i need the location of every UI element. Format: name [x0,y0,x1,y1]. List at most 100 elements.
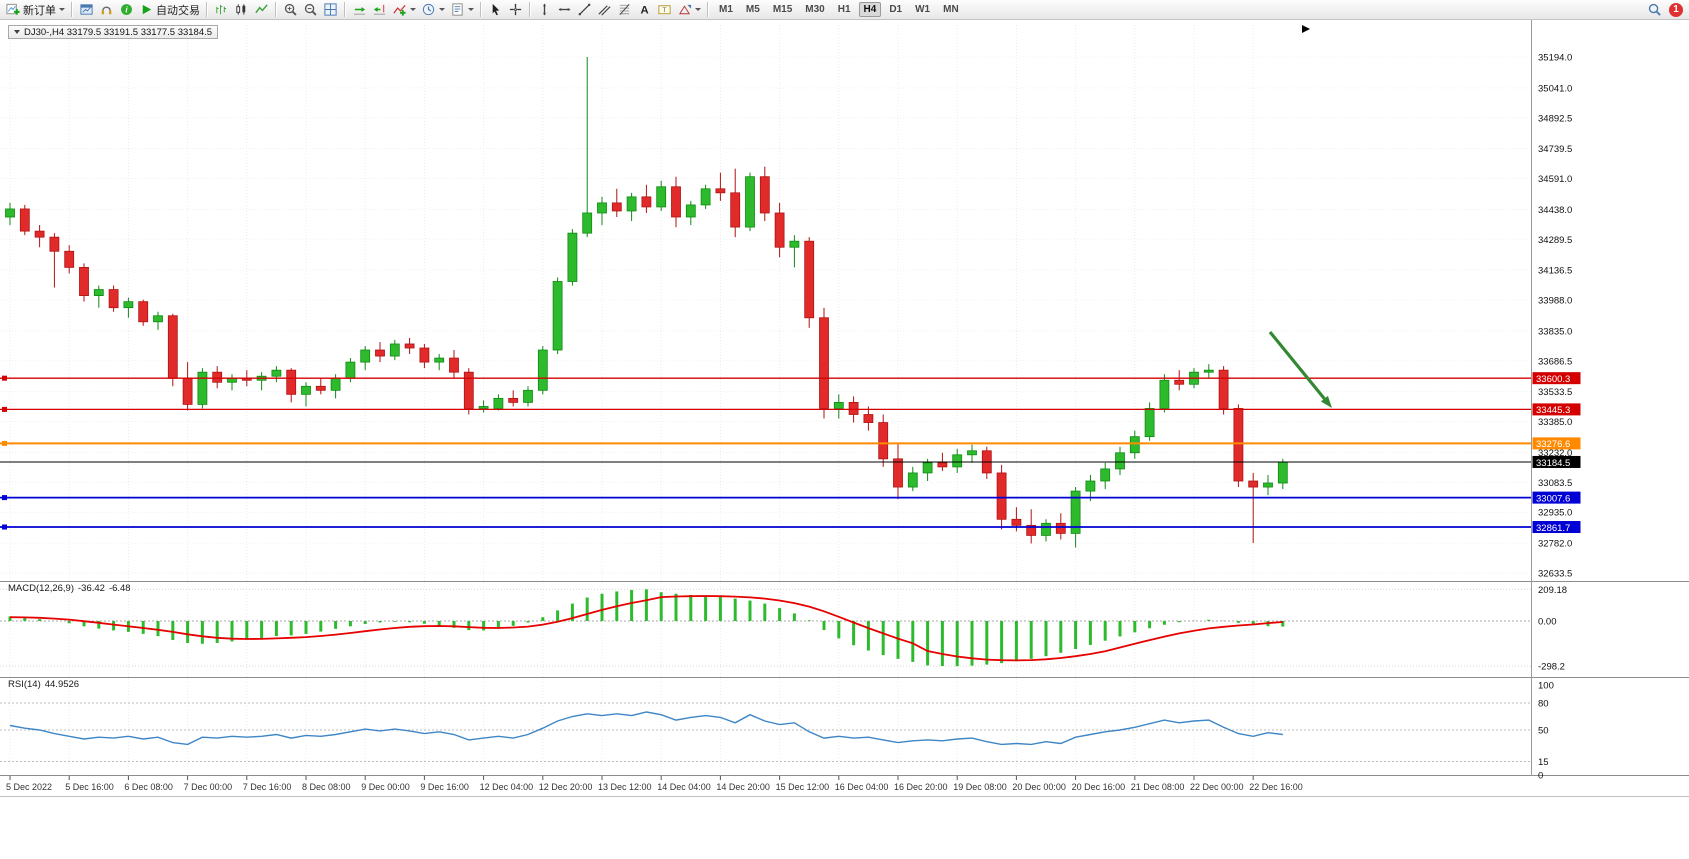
crosshair-button[interactable] [506,1,525,18]
grid-lines [0,25,1531,775]
indicators-button[interactable] [390,1,418,18]
timeframe-m1-button[interactable]: M1 [719,4,733,15]
collapse-icon [14,30,20,34]
template-icon [450,2,465,17]
text-label-icon: T [657,2,672,17]
bar-chart-button[interactable] [212,1,231,18]
price-axis-label: 33835.0 [1538,326,1572,337]
support-line-2-handle[interactable] [2,524,7,530]
chart-shift-marker[interactable] [1302,25,1310,33]
horizontal-line-button[interactable] [555,1,574,18]
templates-button[interactable] [448,1,476,18]
auto-trading-button[interactable]: 自动交易 [137,1,202,18]
price-axis-label: 35194.0 [1538,53,1572,64]
chart-window-button[interactable] [77,1,96,18]
tile-windows-button[interactable] [321,1,340,18]
toolbar-separator [275,2,277,17]
time-axis[interactable]: 5 Dec 2022 5 Dec 16:00 6 Dec 08:00 7 Dec 00… [6,776,1303,792]
text-icon: A [637,2,652,17]
trend-arrow[interactable] [1268,330,1332,408]
timeframe-mn-button[interactable]: MN [943,4,959,15]
rsi-axis-label: 50 [1538,726,1549,737]
chart-shift-button[interactable] [370,1,389,18]
resistance-line-1-handle[interactable] [2,375,7,381]
svg-text:i: i [125,5,128,14]
chart-canvas[interactable]: 35194.0 35041.0 34892.5 34739.5 34591.0 34438… [0,20,1689,859]
timeframe-d1-button[interactable]: D1 [889,4,903,15]
resistance-line-1-badge[interactable] [1532,372,1581,385]
price-axis[interactable]: 35194.0 35041.0 34892.5 34739.5 34591.0 34438… [1532,53,1581,782]
price-axis-label: 33083.5 [1538,478,1572,489]
dropdown-arrow-icon [468,8,474,11]
dropdown-arrow-icon [695,8,701,11]
macd-axis-label: 209.18 [1538,585,1567,596]
support-button[interactable] [97,1,116,18]
cursor-icon [488,2,503,17]
pivot-line-handle[interactable] [2,440,7,446]
rsi-label: RSI(14) 44.9526 [8,679,83,690]
timeframe-m15-button[interactable]: M15 [772,4,793,15]
new-order-icon [6,2,21,17]
rsi-value: 44.9526 [44,679,80,690]
text-button[interactable]: A [635,1,654,18]
vertical-line-button[interactable] [535,1,554,18]
new-order-button[interactable]: 新订单 [4,1,67,18]
info-button[interactable]: i [117,1,136,18]
notification-badge[interactable]: 1 [1669,2,1683,17]
fibonacci-icon [617,2,632,17]
periods-button[interactable] [419,1,447,18]
main-toolbar: 新订单 i 自动交易 A T M1 M5 M15 M30 H1 H4 D1 W1 MN 1 [0,0,1689,20]
toolbar-separator [71,2,73,17]
time-axis-label: 16 Dec 20:00 [894,782,948,792]
cursor-button[interactable] [486,1,505,18]
fibonacci-button[interactable] [615,1,634,18]
pivot-line-badge-text: 33276.6 [1536,439,1570,450]
search-icon [1647,2,1662,17]
support-line-1-handle[interactable] [2,495,7,501]
support-line-2-badge[interactable] [1532,521,1581,534]
toolbar-separator [206,2,208,17]
trendline-icon [577,2,592,17]
timeframe-h4-button[interactable]: H4 [858,2,882,17]
timeframe-w1-button[interactable]: W1 [915,4,931,15]
search-button[interactable] [1645,1,1664,18]
rsi-axis-label: 15 [1538,757,1549,768]
price-axis-label: 34136.5 [1538,266,1572,277]
zoom-out-button[interactable] [301,1,320,18]
time-axis-label: 19 Dec 08:00 [953,782,1007,792]
play-icon [139,2,154,17]
time-axis-label: 14 Dec 20:00 [716,782,770,792]
time-axis-label: 9 Dec 00:00 [361,782,410,792]
candle-chart-button[interactable] [232,1,251,18]
chart-title-box[interactable]: DJ30-,H4 33179.5 33191.5 33177.5 33184.5 [8,25,219,39]
resistance-line-2-handle[interactable] [2,406,7,412]
time-axis-label: 6 Dec 08:00 [124,782,173,792]
resistance-line-2-badge[interactable] [1532,403,1581,416]
zoom-in-button[interactable] [281,1,300,18]
channel-button[interactable] [595,1,614,18]
timeframe-m5-button[interactable]: M5 [745,4,760,15]
price-axis-label: 33533.5 [1538,387,1572,398]
price-axis-label: 33686.5 [1538,356,1572,367]
support-line-2-badge-text: 32861.7 [1536,523,1570,534]
time-axis-label: 5 Dec 16:00 [65,782,114,792]
chart-workspace[interactable]: 35194.0 35041.0 34892.5 34739.5 34591.0 34438… [0,20,1689,859]
tile-windows-icon [323,2,338,17]
price-axis-label: 34591.0 [1538,174,1572,185]
price-axis-label: 34739.5 [1538,144,1572,155]
shapes-button[interactable] [675,1,703,18]
line-chart-icon [254,2,269,17]
time-axis-label: 15 Dec 12:00 [776,782,830,792]
timeframe-m30-button[interactable]: M30 [805,4,825,15]
price-axis-label: 33385.0 [1538,417,1572,428]
timeframe-h1-button[interactable]: H1 [837,4,851,15]
trendline-button[interactable] [575,1,594,18]
auto-scroll-button[interactable] [350,1,369,18]
price-axis-label: 34438.0 [1538,205,1572,216]
support-line-1-badge[interactable] [1532,491,1581,504]
price-axis-label: 32782.0 [1538,539,1572,550]
text-label-button[interactable]: T [655,1,674,18]
pivot-line-badge[interactable] [1532,437,1581,450]
macd-signal-line [9,595,1283,662]
line-chart-button[interactable] [252,1,271,18]
